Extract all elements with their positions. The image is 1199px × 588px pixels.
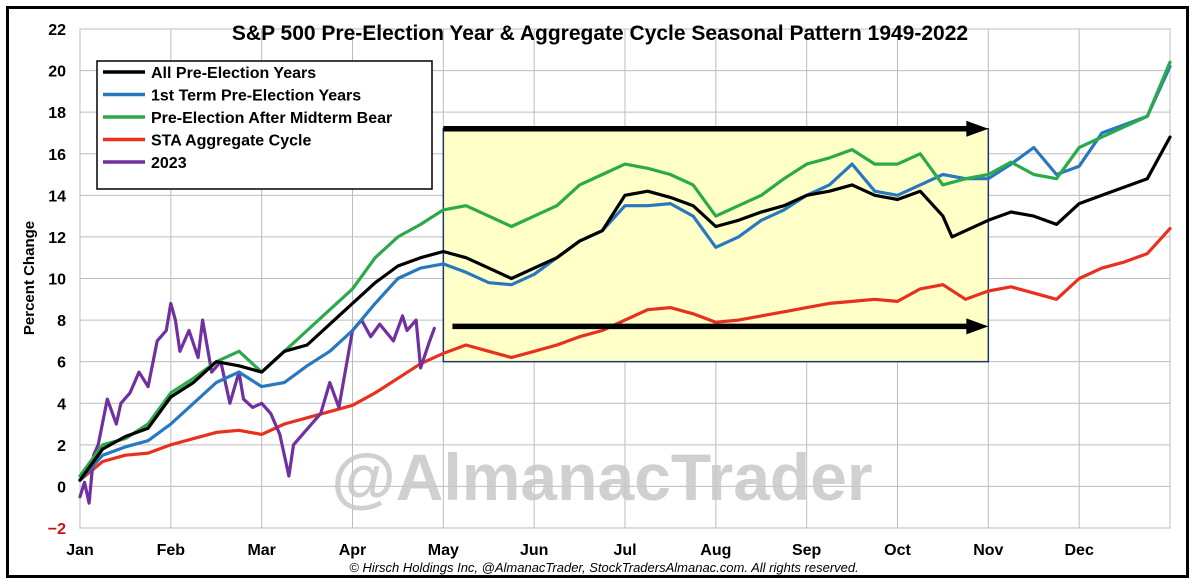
y-tick-label: 0 (57, 479, 66, 496)
y-tick-label: 4 (57, 396, 66, 413)
legend-label: All Pre-Election Years (151, 65, 316, 82)
x-tick-label: Jun (520, 542, 548, 559)
y-tick-label: 12 (48, 230, 66, 247)
y-tick-label: 10 (48, 272, 66, 289)
x-tick-label: Mar (247, 542, 275, 559)
chart-title: S&P 500 Pre-Election Year & Aggregate Cy… (232, 22, 968, 45)
series-line-1st-term-pre-election-years (78, 64, 1172, 482)
arrow-head (966, 318, 989, 335)
x-tick-label: Nov (973, 542, 1003, 559)
y-tick-label: 16 (48, 147, 66, 164)
series-layer (78, 60, 1172, 505)
x-tick-label: Jul (613, 542, 636, 559)
arrow-layer (443, 120, 989, 335)
y-tick-label: 18 (48, 105, 66, 122)
y-tick-label: 2 (57, 438, 66, 455)
legend-label: 1st Term Pre-Election Years (151, 88, 361, 105)
watermark: @AlmanacTrader (331, 440, 872, 514)
x-tick-label: Sep (792, 542, 822, 559)
x-tick-label: Dec (1064, 542, 1093, 559)
legend-label: 2023 (151, 155, 187, 172)
y-axis-label: Percent Change (21, 221, 38, 335)
y-axis: −2 0 2 4 6 8 10 12 14 16 18 20 22 (48, 22, 66, 538)
arrow-head (966, 120, 989, 137)
y-tick-label: 22 (48, 22, 66, 39)
legend-box (96, 60, 433, 190)
series-line-2023 (78, 301, 436, 505)
y-tick-label: 6 (57, 355, 66, 372)
x-tick-label: Apr (339, 542, 367, 559)
legend-label: STA Aggregate Cycle (151, 133, 311, 150)
x-tick-label: Aug (700, 542, 731, 559)
y-tick-label: 8 (57, 313, 66, 330)
legend: All Pre-Election Years 1st Term Pre-Elect… (96, 60, 433, 190)
y-tick-label: 20 (48, 64, 66, 81)
x-tick-label: Jan (66, 542, 94, 559)
legend-label: Pre-Election After Midterm Bear (151, 110, 392, 127)
x-tick-label: May (428, 542, 459, 559)
series-line-sta-aggregate-cycle (78, 227, 1172, 482)
copyright-footer: © Hirsch Holdings Inc, @AlmanacTrader, S… (349, 560, 858, 575)
y-tick-label: −2 (48, 521, 66, 538)
x-axis: Jan Feb Mar Apr May Jun Jul Aug Sep Oct Nov Dec (66, 542, 1094, 559)
y-tick-label: 14 (48, 188, 66, 205)
series-line-all-pre-election-years (78, 135, 1172, 482)
x-tick-label: Feb (157, 542, 186, 559)
x-tick-label: Oct (884, 542, 911, 559)
